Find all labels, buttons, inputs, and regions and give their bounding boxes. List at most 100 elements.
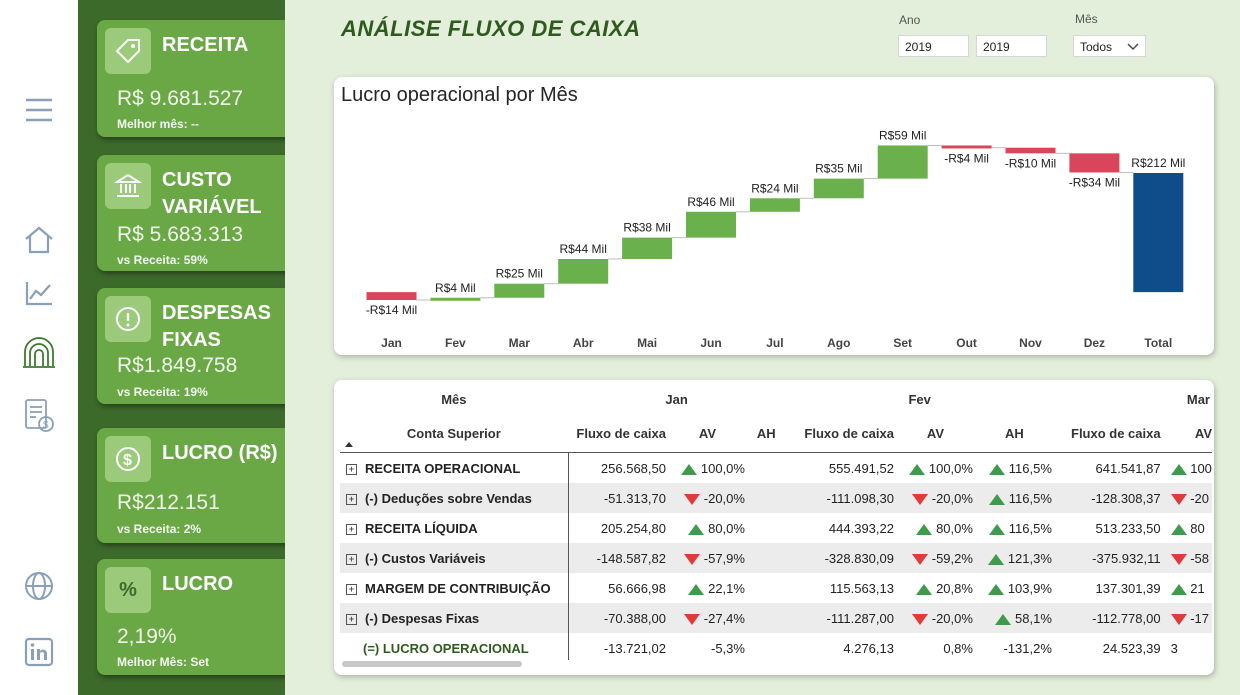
- waterfall-bar[interactable]: [366, 292, 417, 300]
- svg-text:$: $: [43, 420, 49, 431]
- pct-value: 3: [1170, 640, 1178, 656]
- row-label[interactable]: + (-) Deduções sobre Vendas: [340, 483, 568, 513]
- expand-icon[interactable]: +: [346, 553, 357, 565]
- col-header: AH: [746, 414, 786, 453]
- menu-icon[interactable]: [20, 91, 58, 129]
- expand-icon[interactable]: +: [346, 613, 357, 625]
- waterfall-bar[interactable]: [941, 145, 992, 149]
- up-arrow-icon: [916, 583, 933, 595]
- x-axis-label: Abr: [573, 336, 594, 350]
- waterfall-bar[interactable]: [494, 283, 545, 298]
- waterfall-bar[interactable]: [877, 145, 928, 179]
- ano-label: Ano: [899, 13, 921, 27]
- row-label-text: MARGEM DE CONTRIBUIÇÃO: [365, 580, 551, 596]
- kpi-sub: Melhor mês: --: [117, 117, 199, 131]
- pct-cell: -17: [1162, 603, 1212, 633]
- pct-cell: -58: [1162, 543, 1212, 573]
- kpi-title: DESPESAS FIXAS: [162, 302, 271, 351]
- row-label[interactable]: + RECEITA OPERACIONAL: [340, 453, 568, 484]
- value-cell: -51.313,70: [567, 483, 668, 513]
- up-arrow-icon: [989, 463, 1006, 475]
- pct-value: 100,0%: [700, 460, 745, 476]
- row-label[interactable]: + RECEITA LÍQUIDA: [340, 513, 568, 543]
- x-axis-label: Set: [893, 336, 912, 350]
- waterfall-bar[interactable]: [686, 211, 736, 238]
- table-row: + RECEITA LÍQUIDA 205.254,80 80,0% 444.393,…: [340, 513, 1212, 543]
- left-nav: $: [0, 0, 78, 695]
- waterfall-bar[interactable]: [749, 198, 800, 212]
- down-arrow-icon: [912, 493, 929, 505]
- data-label: R$4 Mil: [435, 281, 476, 295]
- pct-value: 116,5%: [1008, 490, 1052, 506]
- kpi-sub: vs Receita: 2%: [117, 522, 201, 536]
- row-label[interactable]: + MARGEM DE CONTRIBUIÇÃO: [340, 573, 568, 603]
- sort-ascending-icon[interactable]: [344, 441, 354, 448]
- up-arrow-icon: [989, 523, 1006, 535]
- expand-icon[interactable]: +: [346, 493, 357, 505]
- col-header: Fluxo de caixa: [1053, 414, 1163, 453]
- waterfall-bar[interactable]: [622, 237, 673, 259]
- expand-icon[interactable]: +: [346, 583, 357, 595]
- x-axis-label: Total: [1144, 336, 1172, 350]
- table-row: + RECEITA OPERACIONAL 256.568,50 100,0% 555…: [340, 453, 1212, 484]
- mes-dropdown[interactable]: Todos: [1073, 35, 1146, 57]
- waterfall-bar[interactable]: [430, 297, 481, 301]
- x-axis-label: Mai: [637, 336, 657, 350]
- home-icon[interactable]: [20, 221, 58, 259]
- pct-cell: -20,0%: [895, 603, 975, 633]
- value-cell: 137.301,39: [1095, 580, 1161, 596]
- waterfall-bar[interactable]: [1005, 147, 1056, 154]
- horizontal-scrollbar[interactable]: [342, 661, 522, 667]
- x-axis-label: Jan: [381, 336, 402, 350]
- x-axis-label: Nov: [1019, 336, 1042, 350]
- cash-flow-icon[interactable]: [20, 333, 58, 371]
- pct-value: -20,0%: [931, 610, 973, 626]
- down-arrow-icon: [1170, 553, 1187, 565]
- waterfall-bar[interactable]: [813, 178, 864, 199]
- up-arrow-icon: [681, 463, 698, 475]
- row-label[interactable]: (=) LUCRO OPERACIONAL: [340, 633, 568, 663]
- col-header: Fluxo de caixa: [567, 414, 668, 453]
- data-label: R$59 Mil: [879, 128, 926, 142]
- pct-value: -20: [1190, 490, 1210, 506]
- globe-icon[interactable]: [20, 567, 58, 605]
- row-label-text: (-) Deduções sobre Vendas: [365, 490, 532, 506]
- up-arrow-icon: [688, 583, 705, 595]
- header-conta-label: Conta Superior: [406, 425, 501, 441]
- kpi-value: R$1.849.758: [117, 354, 238, 377]
- waterfall-chart: -R$14 Mil Jan R$4 Mil Fev R$25 Mil Mar R$44 Mi…: [366, 128, 1185, 350]
- row-label[interactable]: + (-) Despesas Fixas: [340, 603, 568, 633]
- pct-cell: 21: [1163, 573, 1212, 603]
- data-label: -R$14 Mil: [366, 303, 417, 317]
- expand-icon[interactable]: +: [346, 523, 357, 535]
- waterfall-bar[interactable]: [558, 258, 609, 284]
- pct-cell: 80,0%: [896, 513, 975, 543]
- up-arrow-icon: [916, 523, 933, 535]
- ano-from-input[interactable]: 2019: [898, 35, 969, 57]
- ano-to-input[interactable]: 2019: [976, 35, 1047, 57]
- pct-value: 20,8%: [936, 580, 973, 596]
- down-arrow-icon: [912, 613, 929, 625]
- value-cell: -111.287,00: [785, 603, 896, 633]
- row-label[interactable]: + (-) Custos Variáveis: [340, 543, 568, 573]
- expand-icon[interactable]: +: [346, 463, 357, 475]
- header-conta-superior[interactable]: Conta Superior: [340, 414, 568, 453]
- col-header: AV: [1162, 414, 1212, 453]
- pct-value: 100,0%: [928, 460, 973, 476]
- linkedin-icon[interactable]: [20, 633, 58, 671]
- ah-cell: [746, 483, 786, 513]
- report-icon[interactable]: $: [20, 397, 58, 435]
- pct-value: -5,3%: [711, 640, 745, 656]
- chart-line-icon[interactable]: [20, 274, 58, 312]
- waterfall-bar[interactable]: [1133, 173, 1184, 293]
- value-cell: -128.308,37: [1053, 483, 1163, 513]
- value-cell: 513.233,50: [1095, 520, 1161, 536]
- kpi-value: R$212.151: [117, 491, 220, 514]
- pct-value: -20,0%: [931, 490, 973, 506]
- kpi-value: 2,19%: [117, 625, 177, 648]
- waterfall-bar[interactable]: [1069, 153, 1120, 173]
- bank-icon: [105, 163, 151, 209]
- down-arrow-icon: [912, 553, 929, 565]
- up-arrow-icon: [1170, 583, 1187, 595]
- kpi-card-custo-variavel: CUSTO VARIÁVEL R$ 5.683.313 vs Receita: …: [97, 155, 302, 271]
